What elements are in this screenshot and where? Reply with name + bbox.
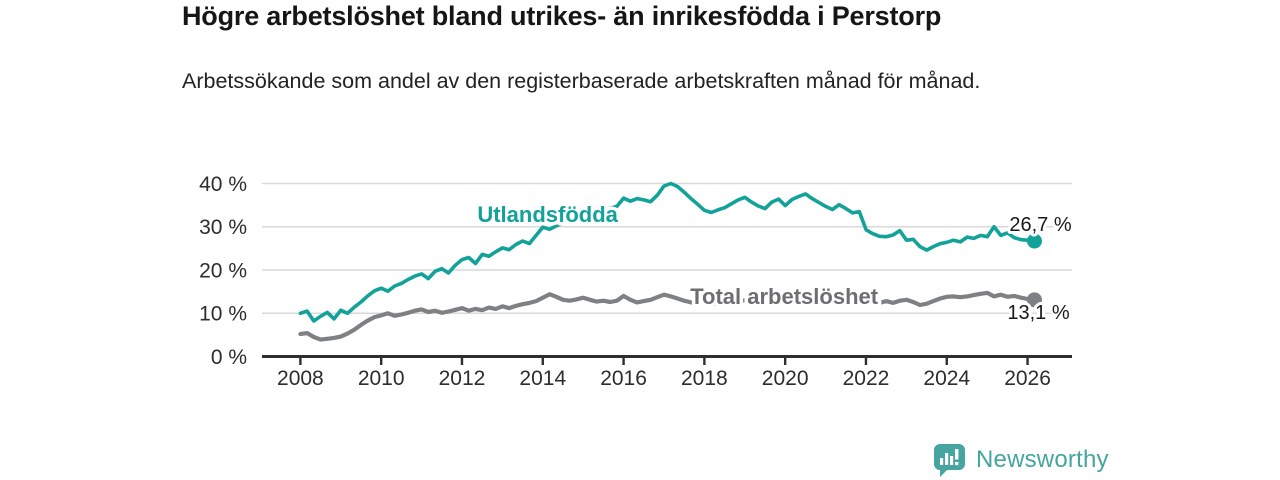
bar-chart-speech-bubble-icon [934,444,965,477]
x-tick-label: 2024 [923,367,970,390]
x-tick-label: 2008 [277,367,324,390]
series-end-dot-utlandsfodda [1026,233,1042,249]
x-tick-label: 2010 [358,367,405,390]
y-tick-label: 0 % [211,346,247,369]
newsworthy-logo: Newsworthy [933,443,1109,477]
y-tick-label: 40 % [199,173,247,196]
chart-title: Högre arbetslöshet bland utrikes- än inr… [182,1,942,31]
x-tick-label: 2012 [439,367,486,390]
series-label-total-arbetsloshet: Total arbetslöshet [690,284,879,309]
chart-subtitle: Arbetssökande som andel av den registerb… [182,69,981,93]
y-tick-label: 30 % [199,216,247,239]
x-tick-label: 2022 [843,367,890,390]
series-end-dot-total-arbetsloshet [1026,292,1042,308]
x-tick-label: 2014 [519,367,566,390]
x-tick-label: 2026 [1004,367,1051,390]
series-line-utlandsfodda [298,181,1037,323]
end-value-label-total-arbetsloshet: 13,1 % [1007,302,1069,324]
series-label-utlandsfodda: Utlandsfödda [477,202,618,227]
newsworthy-logo-text: Newsworthy [976,446,1109,473]
series-line-total-arbetsloshet [298,290,1037,342]
y-tick-label: 20 % [199,259,247,282]
x-tick-label: 2020 [762,367,809,390]
x-tick-label: 2016 [600,367,647,390]
y-tick-label: 10 % [199,303,247,326]
end-value-label-utlandsfodda: 26,7 % [1009,214,1071,236]
x-tick-label: 2018 [681,367,728,390]
